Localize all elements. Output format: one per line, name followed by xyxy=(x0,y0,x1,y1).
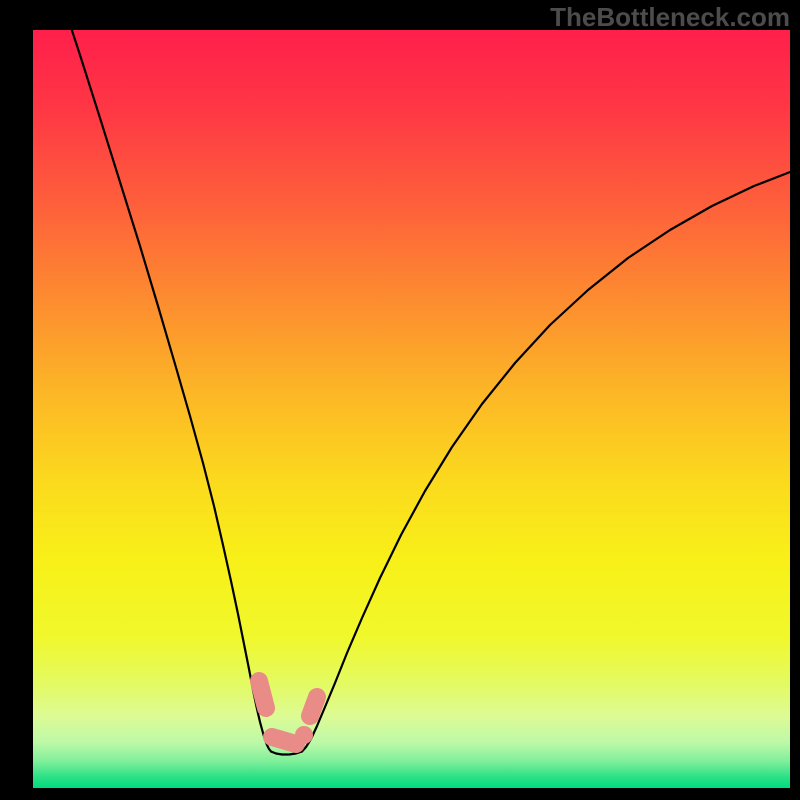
curve-left-branch xyxy=(62,0,271,752)
marker-capsule xyxy=(310,697,317,716)
marker-capsule xyxy=(259,681,266,708)
marker-capsule xyxy=(272,737,296,744)
bottleneck-curve xyxy=(0,0,800,800)
curve-right-branch xyxy=(302,172,790,752)
watermark-text: TheBottleneck.com xyxy=(550,2,790,33)
marker-dot xyxy=(295,726,313,744)
